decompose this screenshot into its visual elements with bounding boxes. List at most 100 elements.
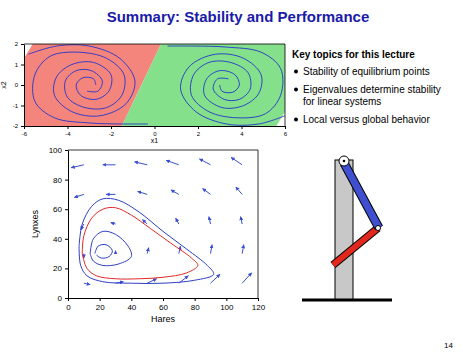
vector-arrow [242, 273, 252, 283]
vector-arrow [106, 194, 116, 195]
tick-label: 80 [53, 176, 62, 185]
tick: -4 [65, 126, 71, 137]
trajectory [90, 231, 131, 266]
tick-mark [226, 298, 227, 301]
tick-label: 80 [191, 303, 200, 312]
tick: 60 [53, 205, 68, 214]
tick-mark [21, 106, 24, 107]
tick-label: -4 [65, 131, 71, 137]
tick: 1 [15, 62, 24, 68]
tick: 40 [127, 298, 136, 312]
pivot-center [343, 160, 346, 163]
tick-mark [21, 126, 24, 127]
y-axis: 0 20 40 60 80 100 [49, 146, 69, 303]
tick-mark [242, 126, 243, 129]
tick-mark [68, 126, 69, 129]
tick-mark [285, 126, 286, 129]
tick-mark [65, 239, 68, 240]
vector-arrow [176, 218, 179, 224]
lower-link [333, 228, 378, 265]
chart: -6-4-20246-2-1012x1x2 [0, 41, 288, 144]
tick-mark [258, 298, 259, 301]
frame [68, 150, 258, 151]
tick-label: 0 [58, 294, 63, 303]
vector-arrow [171, 190, 179, 194]
tick: 60 [159, 298, 168, 312]
slide-title: Summary: Stability and Performance [107, 8, 370, 25]
tick-label: -6 [22, 131, 28, 137]
tick-label: 2 [197, 131, 201, 137]
tick: 80 [191, 298, 200, 312]
trajectory [28, 45, 135, 116]
vector-arrow [111, 223, 116, 224]
trajectory [82, 207, 198, 279]
tick-mark [21, 44, 24, 45]
link-outline [344, 163, 379, 228]
plot-background [24, 44, 285, 126]
tick-label: -1 [13, 103, 19, 109]
tick-label: 100 [220, 303, 234, 312]
tick: 2 [197, 126, 201, 137]
chart: 0 20 40 60 80 100 120 0 20 40 60 80 100 Hares Lynxes [30, 146, 266, 324]
vector-arrow [71, 165, 84, 168]
tick: 2 [15, 41, 24, 47]
tick: -1 [13, 103, 24, 109]
vector-arrow [241, 217, 243, 224]
vector-arrow [147, 248, 149, 254]
tick-label: -2 [13, 123, 19, 129]
tick-label: 120 [252, 303, 266, 312]
tick-mark [195, 298, 196, 301]
tick: -6 [22, 126, 28, 137]
vector-arrow [138, 191, 148, 194]
vector-arrow [166, 160, 179, 164]
x-axis-title: Hares [151, 314, 176, 324]
upper-link [344, 163, 379, 228]
tick: 100 [220, 298, 234, 312]
vector-arrow [209, 217, 211, 224]
topics-heading: Key topics for this lecture [292, 49, 415, 60]
vector-arrow [211, 245, 213, 254]
tick: 40 [53, 235, 68, 244]
tick-mark [100, 298, 101, 301]
tick: 20 [53, 264, 68, 273]
y-axis: -2 -1 0 1 2 [13, 41, 25, 129]
tick-label: 40 [53, 235, 62, 244]
tick: 0 [58, 294, 68, 303]
joint [376, 226, 381, 231]
tick-mark [65, 209, 68, 210]
trajectory [168, 46, 283, 118]
tick-label: 100 [49, 146, 63, 155]
tick-label: 40 [127, 303, 136, 312]
vector-arrow [236, 187, 242, 194]
tick: 0 [66, 298, 71, 312]
region [122, 44, 285, 126]
tick: 20 [96, 298, 105, 312]
tick-mark [155, 126, 156, 129]
vector-arrow [74, 194, 84, 197]
tick: 80 [53, 176, 68, 185]
vector-arrow [84, 283, 90, 284]
tick-mark [111, 126, 112, 129]
frame [24, 44, 285, 45]
bullet-dot [294, 118, 298, 122]
vector-arrow [199, 159, 210, 165]
trajectory [180, 54, 285, 126]
tick-mark [65, 150, 68, 151]
vector-arrow [231, 157, 242, 164]
bullet-line: Local versus global behavior [303, 114, 430, 125]
tick-mark [131, 298, 132, 301]
tick-label: 6 [284, 131, 288, 137]
tick-mark [65, 268, 68, 269]
page-number: 14 [444, 341, 453, 350]
tick: -2 [13, 123, 24, 129]
x-axis-title: x1 [151, 137, 159, 144]
tick-label: 0 [66, 303, 71, 312]
tick-label: 0 [15, 82, 19, 88]
y-axis-title: Lynxes [30, 209, 40, 238]
tick-label: 20 [96, 303, 105, 312]
vector-arrow [115, 251, 116, 254]
tick: 0 [153, 126, 157, 137]
plot-area [24, 44, 285, 126]
tick-mark [21, 65, 24, 66]
vector-arrow [242, 245, 244, 254]
